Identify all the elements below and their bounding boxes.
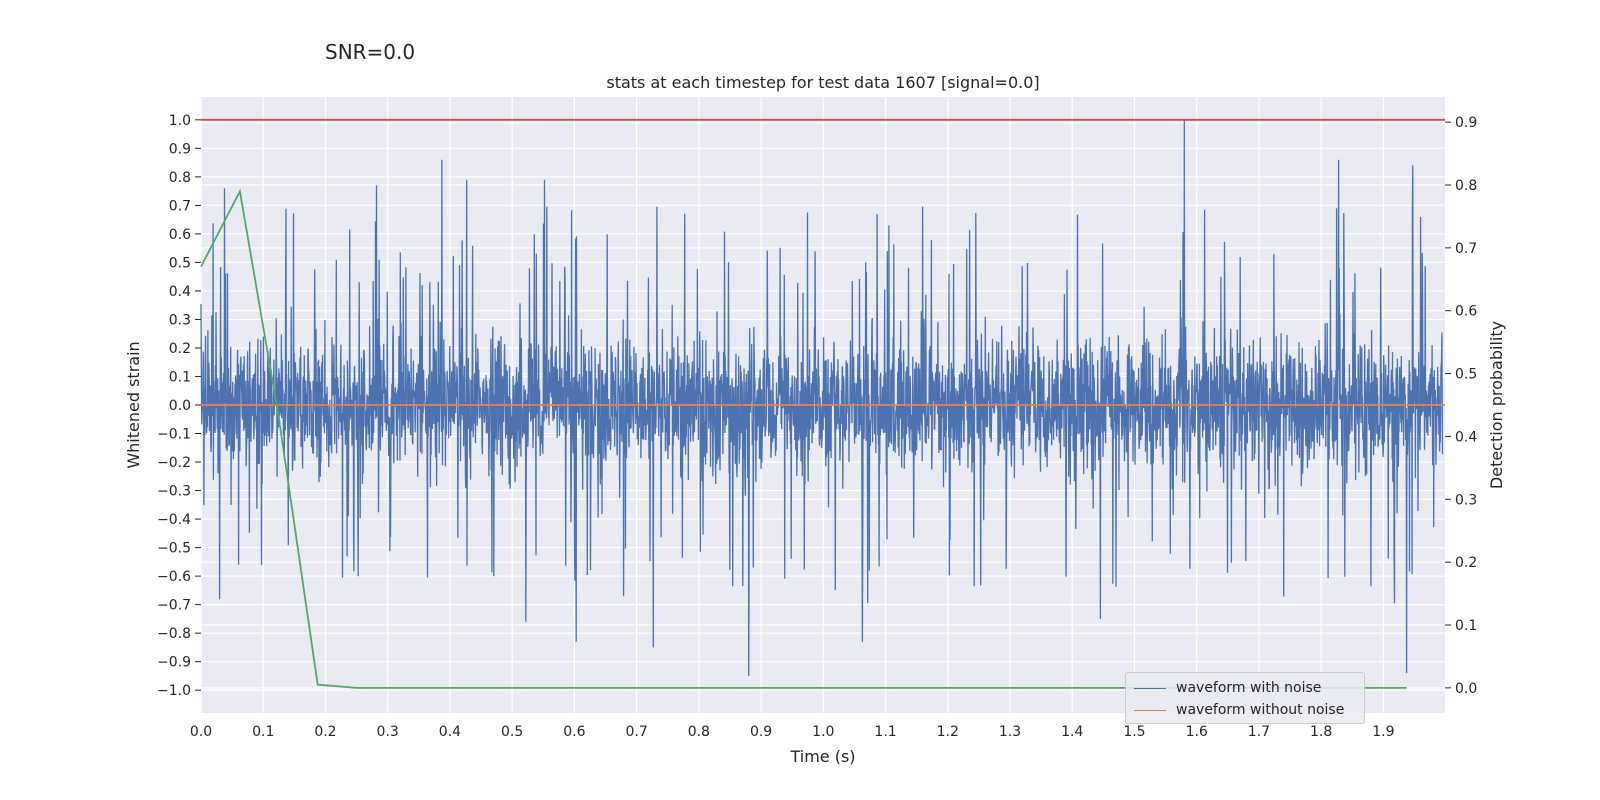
y2-tick-label: 0.7 <box>1455 241 1477 257</box>
legend-label-with-noise: waveform with noise <box>1176 680 1322 696</box>
legend-swatch-without-noise <box>1134 709 1166 711</box>
y-tick-label: −0.6 <box>157 569 191 585</box>
y2-tick-label: 0.4 <box>1455 429 1477 445</box>
x-tick-label: 1.1 <box>874 724 896 740</box>
x-tick-label: 0.9 <box>750 724 772 740</box>
x-tick-label: 0.7 <box>625 724 647 740</box>
x-axis-label: Time (s) <box>789 747 855 766</box>
x-tick-label: 0.1 <box>252 724 274 740</box>
y2-tick-label: 0.5 <box>1455 367 1477 383</box>
y-tick-label: −0.8 <box>157 626 191 642</box>
y2-axis-label: Detection probability <box>1487 321 1506 489</box>
x-tick-label: 1.2 <box>937 724 959 740</box>
y-tick-label: 0.3 <box>169 312 191 328</box>
snr-label: SNR=0.0 <box>325 40 416 64</box>
y2-tick-label: 0.2 <box>1455 555 1477 571</box>
x-tick-label: 0.6 <box>563 724 585 740</box>
y2-tick-label: 0.1 <box>1455 618 1477 634</box>
y2-axis-ticks: 0.9 0.8 0.7 0.6 0.5 0.4 0.3 0.2 0.1 0.0 <box>1445 115 1477 697</box>
y-tick-label: 0.7 <box>169 198 191 214</box>
x-tick-label: 1.5 <box>1123 724 1145 740</box>
legend-item-with-noise: waveform with noise <box>1134 678 1321 698</box>
x-tick-label: 0.4 <box>439 724 461 740</box>
x-tick-label: 1.7 <box>1248 724 1270 740</box>
legend-item-without-noise: waveform without noise <box>1134 700 1344 720</box>
y-tick-label: −0.3 <box>157 484 191 500</box>
y2-tick-label: 0.3 <box>1455 492 1477 508</box>
x-tick-label: 0.8 <box>688 724 710 740</box>
y-tick-label: −0.4 <box>157 512 191 528</box>
y-tick-label: 0.9 <box>169 141 191 157</box>
y-tick-label: 0.0 <box>169 398 191 414</box>
x-tick-label: 0.0 <box>190 724 212 740</box>
x-axis-ticks: 0.0 0.1 0.2 0.3 0.4 0.5 0.6 0.7 0.8 0.9 1.0 1.1 1.2 1… <box>190 724 1395 740</box>
y2-tick-label: 0.6 <box>1455 304 1477 320</box>
x-tick-label: 1.8 <box>1310 724 1332 740</box>
y-axis-ticks: 1.0 0.9 0.8 0.7 0.6 0.5 0.4 0.3 0.2 0.1 0.0 −0.1 −0.… <box>157 113 201 699</box>
y-tick-label: 0.5 <box>169 255 191 271</box>
y-tick-label: 0.4 <box>169 284 191 300</box>
line-waveform-with-noise <box>200 119 1444 676</box>
y-tick-label: −1.0 <box>157 683 191 699</box>
y-tick-label: 0.1 <box>169 369 191 385</box>
legend-swatch-with-noise <box>1134 687 1166 689</box>
y-tick-label: −0.9 <box>157 655 191 671</box>
x-tick-label: 0.5 <box>501 724 523 740</box>
y-tick-label: −0.5 <box>157 541 191 557</box>
x-tick-label: 1.4 <box>1061 724 1083 740</box>
y-tick-label: 0.8 <box>169 170 191 186</box>
x-tick-label: 1.3 <box>999 724 1021 740</box>
y-tick-label: −0.2 <box>157 455 191 471</box>
x-tick-label: 0.3 <box>377 724 399 740</box>
y-tick-label: −0.7 <box>157 598 191 614</box>
legend: waveform with noise waveform without noi… <box>1125 672 1365 724</box>
y-tick-label: 1.0 <box>169 113 191 129</box>
x-tick-label: 0.2 <box>314 724 336 740</box>
series-waveform-with-noise <box>200 119 1444 676</box>
y2-tick-label: 0.9 <box>1455 115 1477 131</box>
y2-tick-label: 0.8 <box>1455 178 1477 194</box>
y-axis-label: Whitened strain <box>124 341 143 468</box>
y-tick-label: −0.1 <box>157 427 191 443</box>
y-tick-label: 0.6 <box>169 227 191 243</box>
y-tick-label: 0.2 <box>169 341 191 357</box>
y2-tick-label: 0.0 <box>1455 681 1477 697</box>
x-tick-label: 1.9 <box>1372 724 1394 740</box>
legend-label-without-noise: waveform without noise <box>1176 702 1345 718</box>
chart-title: stats at each timestep for test data 160… <box>606 73 1039 92</box>
x-tick-label: 1.0 <box>812 724 834 740</box>
x-tick-label: 1.6 <box>1186 724 1208 740</box>
